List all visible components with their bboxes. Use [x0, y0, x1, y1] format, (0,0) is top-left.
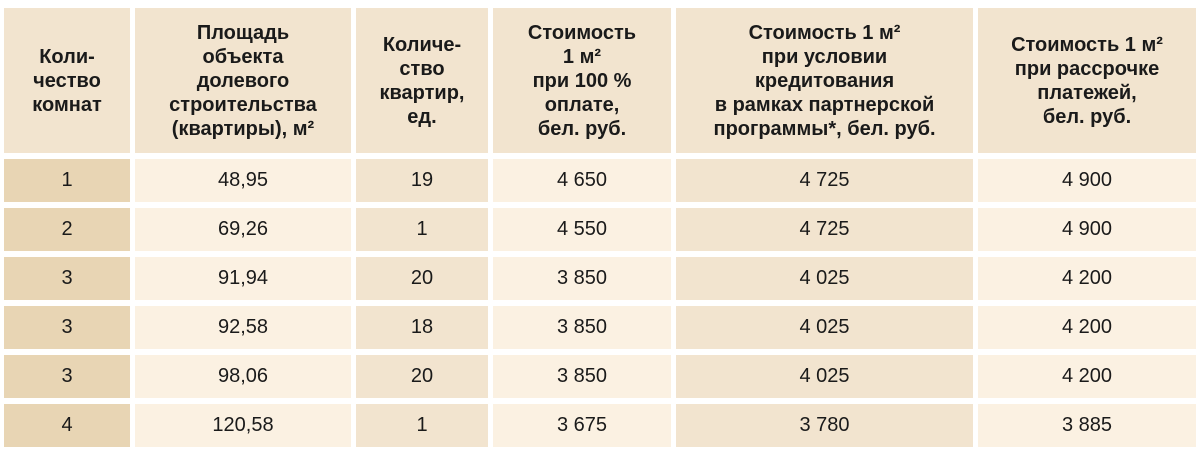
cell-price-installment: 4 900 [978, 159, 1196, 202]
header-price-credit: Стоимость 1 м² при условии кредитования … [676, 8, 973, 153]
cell-area: 48,95 [135, 159, 351, 202]
cell-rooms: 3 [4, 257, 130, 300]
cell-rooms: 2 [4, 208, 130, 251]
cell-price-installment: 4 900 [978, 208, 1196, 251]
cell-rooms: 3 [4, 306, 130, 349]
header-count-label: Количе- ство квартир, ед. [379, 33, 465, 128]
cell-price-credit: 3 780 [676, 404, 973, 447]
cell-price-credit: 4 025 [676, 257, 973, 300]
cell-count: 20 [356, 257, 488, 300]
header-area: Площадь объекта долевого строительства (… [135, 8, 351, 153]
cell-price-full: 3 850 [493, 257, 671, 300]
cell-price-credit: 4 025 [676, 306, 973, 349]
cell-price-full: 3 850 [493, 355, 671, 398]
cell-price-installment: 3 885 [978, 404, 1196, 447]
cell-price-full: 3 675 [493, 404, 671, 447]
cell-price-credit: 4 725 [676, 159, 973, 202]
cell-count: 19 [356, 159, 488, 202]
cell-count: 20 [356, 355, 488, 398]
cell-price-full: 4 550 [493, 208, 671, 251]
cell-price-full: 3 850 [493, 306, 671, 349]
cell-rooms: 1 [4, 159, 130, 202]
cell-price-installment: 4 200 [978, 257, 1196, 300]
cell-count: 1 [356, 208, 488, 251]
cell-rooms: 4 [4, 404, 130, 447]
header-rooms: Коли- чество комнат [4, 8, 130, 153]
header-price-installment: Стоимость 1 м² при рассрочке платежей, б… [978, 8, 1196, 153]
cell-price-installment: 4 200 [978, 355, 1196, 398]
cell-rooms: 3 [4, 355, 130, 398]
header-price-credit-label: Стоимость 1 м² при условии кредитования … [713, 21, 936, 140]
cell-price-credit: 4 725 [676, 208, 973, 251]
cell-price-installment: 4 200 [978, 306, 1196, 349]
header-price-full-label: Стоимость 1 м² при 100 % оплате, бел. ру… [527, 21, 637, 140]
header-rooms-label: Коли- чество комнат [32, 45, 102, 116]
cell-area: 120,58 [135, 404, 351, 447]
header-area-label: Площадь объекта долевого строительства (… [169, 21, 317, 140]
cell-area: 91,94 [135, 257, 351, 300]
cell-count: 18 [356, 306, 488, 349]
header-count: Количе- ство квартир, ед. [356, 8, 488, 153]
cell-count: 1 [356, 404, 488, 447]
header-price-full: Стоимость 1 м² при 100 % оплате, бел. ру… [493, 8, 671, 153]
cell-price-credit: 4 025 [676, 355, 973, 398]
cell-area: 69,26 [135, 208, 351, 251]
price-table: Коли- чество комнат Площадь объекта доле… [4, 8, 1196, 455]
cell-price-full: 4 650 [493, 159, 671, 202]
header-price-installment-label: Стоимость 1 м² при рассрочке платежей, б… [1011, 33, 1163, 128]
cell-area: 92,58 [135, 306, 351, 349]
cell-area: 98,06 [135, 355, 351, 398]
